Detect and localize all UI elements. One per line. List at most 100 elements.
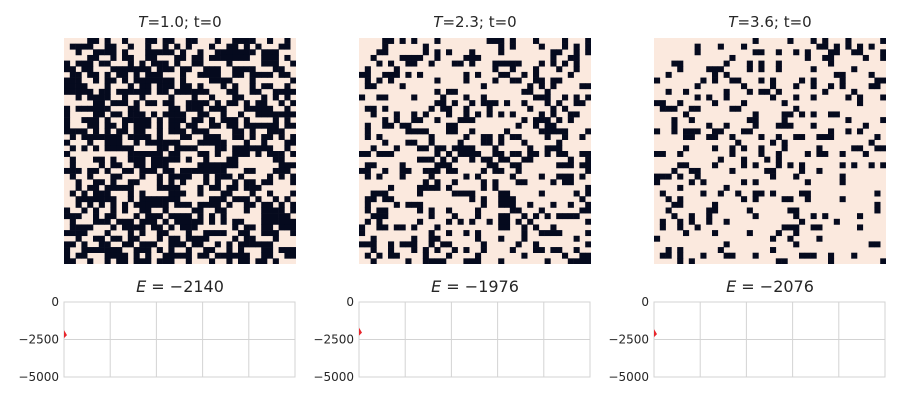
spin-down-cell <box>486 162 493 169</box>
spin-down-cell <box>677 224 684 231</box>
spin-down-cell <box>509 60 516 67</box>
spin-down-cell <box>712 134 719 140</box>
spin-down-cell <box>98 156 105 163</box>
spin-down-cell <box>87 71 94 78</box>
spin-down-cell <box>255 258 262 264</box>
spin-down-cell <box>480 241 487 248</box>
spin-down-cell <box>168 258 175 264</box>
spin-down-cell <box>573 94 580 101</box>
spin-down-cell <box>735 77 742 84</box>
spin-down-cell <box>168 235 175 242</box>
spin-down-cell <box>370 162 377 169</box>
spin-down-cell <box>226 54 233 61</box>
spin-down-cell <box>399 224 406 231</box>
spin-down-cell <box>579 173 586 180</box>
spin-down-cell <box>98 88 105 95</box>
spin-down-cell <box>214 66 221 73</box>
spin-down-cell <box>284 71 291 78</box>
spin-down-cell <box>585 94 591 101</box>
spin-down-cell <box>562 128 569 135</box>
spin-down-cell <box>376 134 383 140</box>
spin-down-cell <box>434 145 441 152</box>
spin-down-cell <box>793 207 800 214</box>
spin-down-cell <box>156 77 163 84</box>
spin-down-cell <box>411 128 418 135</box>
spin-down-cell <box>712 66 719 73</box>
spin-down-cell <box>93 247 100 253</box>
spin-down-cell <box>880 145 886 152</box>
spin-down-cell <box>446 218 453 225</box>
spin-down-cell <box>98 241 105 248</box>
spin-down-cell <box>544 151 551 157</box>
spin-down-cell <box>69 145 76 152</box>
spin-down-cell <box>162 145 169 152</box>
spin-down-cell <box>509 134 516 140</box>
spin-down-cell <box>284 94 291 101</box>
spin-down-cell <box>364 201 371 208</box>
spin-down-cell <box>133 111 140 118</box>
spin-down-cell <box>209 139 216 146</box>
spin-down-cell <box>770 77 777 84</box>
spin-down-cell <box>504 71 511 78</box>
spin-down-cell <box>694 224 701 231</box>
spin-down-cell <box>104 49 111 56</box>
panel-1: T=1.0; t=0 <box>64 0 364 400</box>
spin-down-cell <box>440 100 447 107</box>
spin-down-cell <box>851 88 858 95</box>
spin-down-cell <box>550 105 557 112</box>
spin-down-cell <box>874 145 881 152</box>
spin-down-cell <box>382 190 389 197</box>
spin-down-cell <box>671 117 678 124</box>
spin-down-cell <box>451 88 458 95</box>
spin-down-cell <box>723 88 730 95</box>
spin-down-cell <box>116 134 123 140</box>
spin-down-cell <box>232 122 239 129</box>
spin-down-cell <box>498 235 505 242</box>
spin-down-cell <box>75 71 82 78</box>
spin-down-cell <box>104 60 111 67</box>
spin-grid-background <box>654 38 886 264</box>
spin-down-cell <box>857 224 864 231</box>
spin-down-cell <box>249 241 256 248</box>
spin-down-cell <box>75 88 82 95</box>
spin-down-cell <box>405 54 412 61</box>
spin-down-cell <box>498 156 505 163</box>
spin-down-cell <box>278 247 285 253</box>
spin-down-cell <box>729 151 736 157</box>
spin-down-cell <box>249 134 256 140</box>
energy-panel-1: E = −2140 <box>64 0 364 400</box>
spin-down-cell <box>203 252 210 259</box>
spin-down-cell <box>81 117 88 124</box>
spin-down-cell <box>775 151 782 157</box>
spin-down-cell <box>168 241 175 248</box>
spin-down-cell <box>538 230 545 237</box>
spin-down-cell <box>816 134 823 140</box>
spin-down-cell <box>446 105 453 112</box>
spin-down-cell <box>364 151 371 157</box>
spin-down-cell <box>781 258 788 264</box>
spin-down-cell <box>151 100 158 107</box>
spin-down-cell <box>197 218 204 225</box>
spin-down-cell <box>828 134 835 140</box>
spin-down-cell <box>694 94 701 101</box>
spin-down-cell <box>226 190 233 197</box>
spin-down-cell <box>781 139 788 146</box>
spin-down-cell <box>480 201 487 208</box>
spin-down-cell <box>139 156 146 163</box>
spin-down-cell <box>752 49 759 56</box>
spin-down-cell <box>533 66 540 73</box>
spin-down-cell <box>480 184 487 191</box>
spin-down-cell <box>185 156 192 163</box>
spin-down-cell <box>203 247 210 253</box>
spin-down-cell <box>579 258 586 264</box>
spin-down-cell <box>272 111 279 118</box>
energy-title-2: E = −1976 <box>359 277 591 296</box>
spin-down-cell <box>370 105 377 112</box>
spin-down-cell <box>677 173 684 180</box>
spin-down-cell <box>232 49 239 56</box>
spin-down-cell <box>93 235 100 242</box>
spin-down-cell <box>729 54 736 61</box>
spin-down-cell <box>492 162 499 169</box>
spin-down-cell <box>110 54 117 61</box>
spin-down-cell <box>538 94 545 101</box>
